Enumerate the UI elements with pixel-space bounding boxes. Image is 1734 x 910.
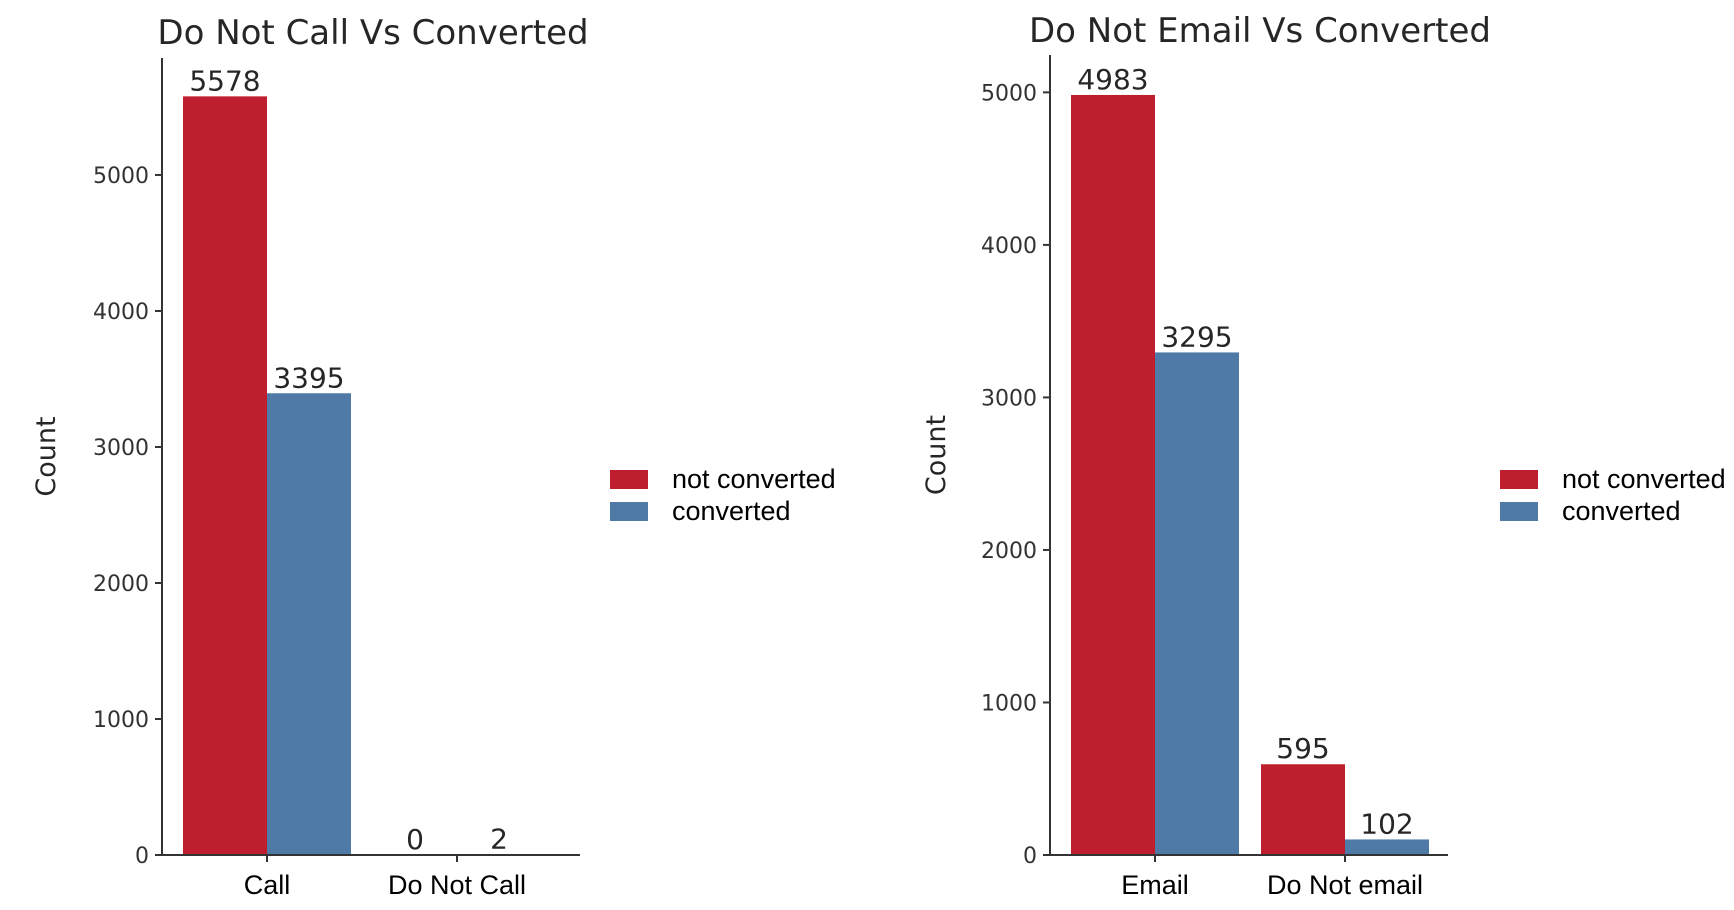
legend-label: converted [1562,496,1681,526]
y-tick-label: 5000 [981,81,1037,106]
x-tick-label: Call [244,870,291,900]
y-tick-label: 1000 [93,708,149,733]
legend-swatch [610,502,648,521]
bar-not-converted-do-not-email [1261,764,1345,855]
data-label: 5578 [189,64,260,97]
y-tick-label: 2000 [93,572,149,597]
y-tick-label: 2000 [981,539,1037,564]
legend-swatch [1500,470,1538,489]
y-tick-label: 5000 [93,164,149,189]
chart-do-not-email: Do Not Email Vs Converted Count 4983 3295 Em… [921,11,1726,900]
y-axis-label: Count [921,415,952,495]
y-tick-label: 1000 [981,691,1037,716]
x-tick-label: Email [1121,870,1189,900]
data-label: 102 [1360,807,1413,840]
bar-converted-email [1155,352,1239,855]
data-label: 0 [406,823,424,856]
chart-do-not-call: Do Not Call Vs Converted Count 5578 3395 Cal… [31,13,836,900]
y-axis-label: Count [31,416,62,496]
bar-not-converted-call [183,96,267,855]
x-tick-label: Do Not email [1267,870,1423,900]
legend-swatch [610,470,648,489]
data-label: 4983 [1077,63,1148,96]
y-tick-label: 4000 [981,234,1037,259]
bar-converted-call [267,393,351,855]
y-tick-label: 4000 [93,300,149,325]
y-tick-label: 3000 [93,436,149,461]
data-label: 2 [490,823,508,856]
y-tick-label: 3000 [981,386,1037,411]
legend-label: not converted [1562,464,1726,494]
y-tick-label: 0 [1023,844,1037,869]
data-label: 595 [1276,732,1329,765]
legend-label: converted [672,496,791,526]
bar-not-converted-email [1071,94,1155,856]
bar-converted-do-not-email [1345,839,1429,855]
y-tick-label: 0 [135,844,149,869]
chart-title: Do Not Call Vs Converted [157,13,588,53]
legend-label: not converted [672,464,836,494]
data-label: 3395 [273,361,344,394]
legend-swatch [1500,502,1538,521]
chart-title: Do Not Email Vs Converted [1029,11,1491,51]
x-tick-label: Do Not Call [388,870,526,900]
data-label: 3295 [1161,320,1232,353]
